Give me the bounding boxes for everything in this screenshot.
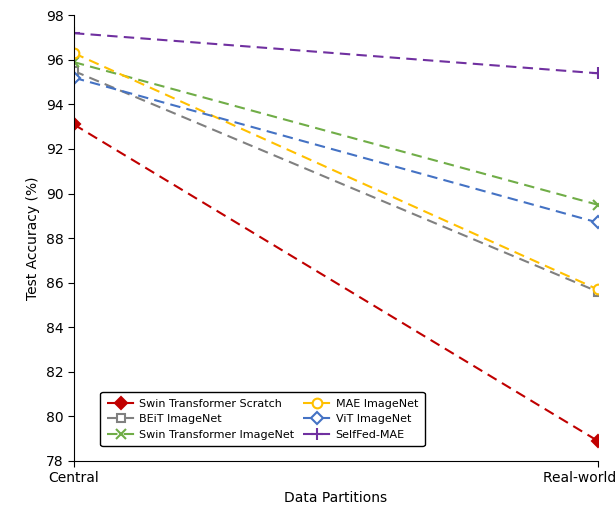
- Y-axis label: Test Accuracy (%): Test Accuracy (%): [26, 176, 40, 300]
- Legend: Swin Transformer Scratch, BEiT ImageNet, Swin Transformer ImageNet, MAE ImageNet: Swin Transformer Scratch, BEiT ImageNet,…: [100, 392, 424, 446]
- X-axis label: Data Partitions: Data Partitions: [284, 491, 387, 505]
